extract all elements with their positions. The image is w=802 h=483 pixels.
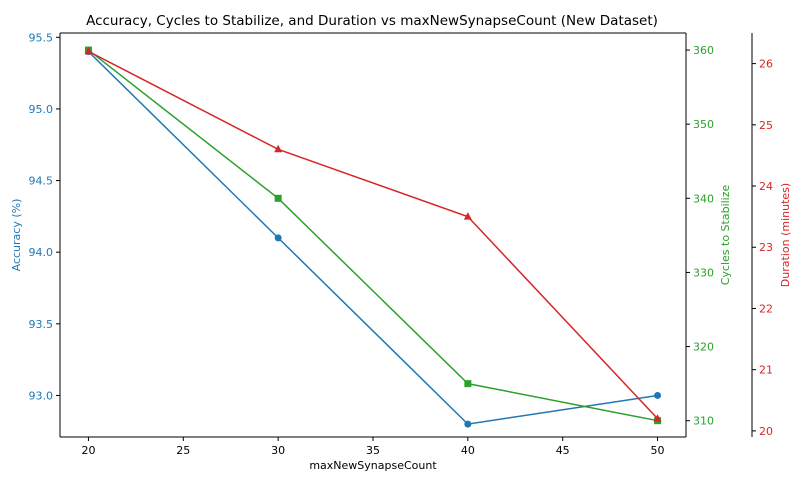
x-axis-label: maxNewSynapseCount xyxy=(309,459,437,472)
duration-point xyxy=(84,46,93,55)
cycles-tick-label: 340 xyxy=(693,192,714,205)
duration-tick-label: 26 xyxy=(759,58,773,71)
duration-point xyxy=(274,144,283,153)
cycles-axis: 310 320 330 340 350 360 xyxy=(685,33,714,437)
x-axis: 20 25 30 35 40 45 50 xyxy=(60,436,686,457)
duration-tick-label: 23 xyxy=(759,241,773,254)
x-tick-label: 30 xyxy=(271,444,285,457)
accuracy-tick-label: 95.5 xyxy=(29,31,54,44)
x-tick-label: 50 xyxy=(651,444,665,457)
duration-axis-label: Duration (minutes) xyxy=(779,183,792,287)
cycles-point xyxy=(274,194,282,202)
x-tick-label: 25 xyxy=(176,444,190,457)
cycles-point xyxy=(464,380,472,388)
cycles-axis-label: Cycles to Stabilize xyxy=(719,184,732,285)
accuracy-tick-label: 93.0 xyxy=(29,389,54,402)
accuracy-point xyxy=(464,420,472,428)
accuracy-point xyxy=(654,391,662,399)
cycles-tick-label: 330 xyxy=(693,266,714,279)
cycles-tick-label: 350 xyxy=(693,118,714,131)
duration-tick-label: 22 xyxy=(759,302,773,315)
plot-frame xyxy=(60,32,686,438)
duration-tick-label: 20 xyxy=(759,425,773,438)
duration-tick-label: 24 xyxy=(759,180,773,193)
x-tick-label: 35 xyxy=(366,444,380,457)
accuracy-line xyxy=(87,51,658,425)
accuracy-axis-label: Accuracy (%) xyxy=(10,199,23,272)
x-tick-label: 45 xyxy=(556,444,570,457)
cycles-tick-label: 360 xyxy=(693,44,714,57)
accuracy-tick-label: 94.5 xyxy=(29,175,54,188)
duration-tick-label: 21 xyxy=(759,364,773,377)
duration-tick-label: 25 xyxy=(759,119,773,132)
duration-point xyxy=(653,414,662,422)
cycles-tick-label: 310 xyxy=(693,415,714,428)
series-layer xyxy=(84,46,662,428)
accuracy-axis: 93.0 93.5 94.0 94.5 95.0 95.5 xyxy=(29,31,61,437)
accuracy-tick-label: 95.0 xyxy=(29,103,54,116)
x-tick-label: 40 xyxy=(461,444,475,457)
accuracy-tick-label: 94.0 xyxy=(29,246,54,259)
chart-title: Accuracy, Cycles to Stabilize, and Durat… xyxy=(86,13,658,29)
cycles-tick-label: 320 xyxy=(693,341,714,354)
accuracy-tick-label: 93.5 xyxy=(29,318,54,331)
duration-line xyxy=(88,50,659,420)
accuracy-point xyxy=(274,234,282,242)
duration-point xyxy=(463,212,472,220)
x-tick-label: 20 xyxy=(81,444,95,457)
cycles-line xyxy=(87,49,658,422)
duration-axis: 20 21 22 23 24 25 26 xyxy=(751,33,773,438)
